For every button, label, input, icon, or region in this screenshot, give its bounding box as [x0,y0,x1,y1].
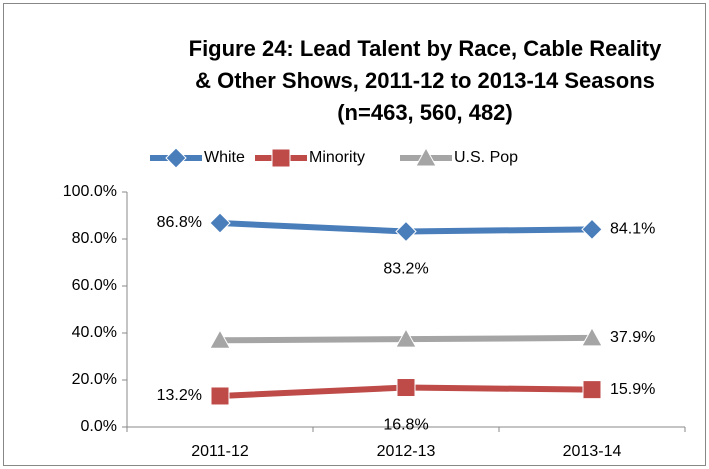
legend-marker [165,147,187,169]
y-tick-label: 0.0% [81,418,117,435]
legend-label: Minority [309,149,365,166]
y-tick-label: 100.0% [63,183,117,200]
data-point [581,218,603,241]
data-point [395,220,417,243]
y-tick-label: 20.0% [72,371,117,388]
chart-title: Figure 24: Lead Talent by Race, Cable Re… [189,36,663,61]
legend-label: White [204,149,245,166]
data-label: 13.2% [157,387,202,404]
data-label: 86.8% [157,214,202,231]
legend-label: U.S. Pop [454,149,518,166]
chart-title: & Other Shows, 2011-12 to 2013-14 Season… [195,68,655,93]
y-tick-label: 40.0% [72,324,117,341]
x-tick-label: 2011-12 [191,443,249,460]
y-tick-label: 80.0% [72,230,117,247]
legend-marker [415,146,437,167]
data-point [582,380,602,400]
data-point [209,329,231,349]
data-label: 83.2% [383,261,428,278]
x-tick-label: 2013-14 [563,443,622,460]
y-tick-label: 60.0% [72,277,117,294]
data-label: 84.1% [610,221,655,238]
x-tick-label: 2012-13 [377,443,436,460]
data-point [396,378,416,398]
chart-title: (n=463, 560, 482) [337,100,513,125]
data-label: 15.9% [610,381,655,398]
data-point [581,326,603,347]
data-point [210,386,230,406]
data-label: 16.8% [383,417,428,434]
data-point [209,212,231,234]
data-label: 37.9% [610,329,655,346]
data-point [395,328,417,348]
legend-marker [271,148,291,168]
